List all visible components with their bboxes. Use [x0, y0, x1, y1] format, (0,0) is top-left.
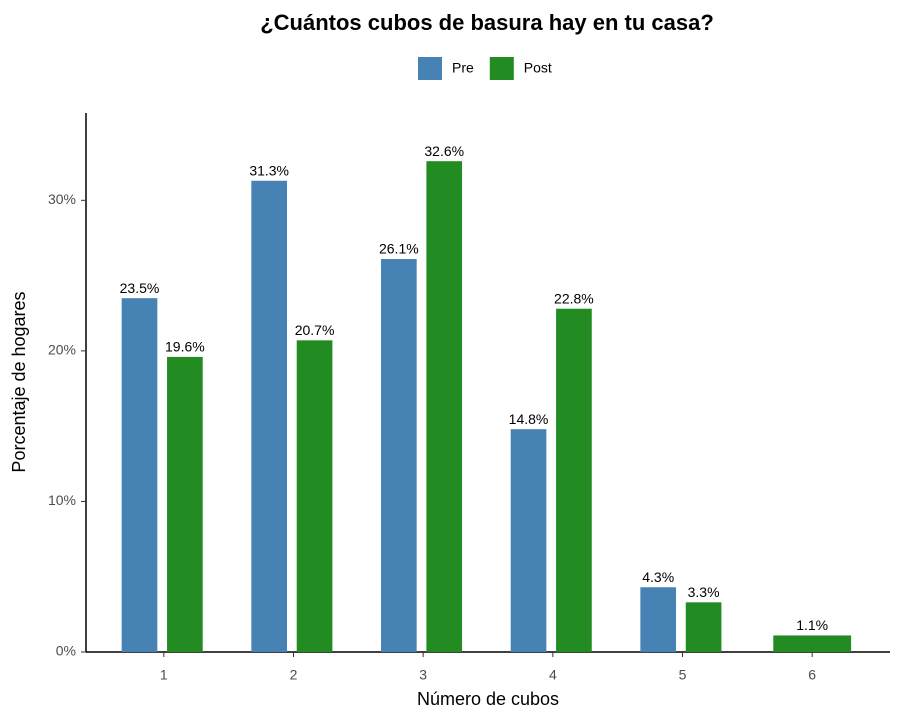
value-label: 23.5%	[120, 280, 160, 296]
x-tick-label: 4	[549, 667, 557, 683]
legend-swatch	[418, 57, 442, 80]
bar	[510, 429, 547, 652]
value-label: 19.6%	[165, 339, 205, 355]
y-tick-label: 20%	[48, 342, 76, 358]
value-label: 3.3%	[688, 584, 720, 600]
y-tick-label: 10%	[48, 492, 76, 508]
x-tick-label: 1	[160, 667, 168, 683]
bar	[167, 356, 203, 652]
bar	[773, 635, 852, 652]
value-label: 14.8%	[509, 411, 549, 427]
bar	[685, 602, 722, 652]
value-label: 20.7%	[295, 322, 335, 338]
chart-title: ¿Cuántos cubos de basura hay en tu casa?	[260, 10, 714, 35]
value-label: 22.8%	[554, 290, 594, 306]
legend-swatch	[489, 57, 514, 80]
x-tick-label: 2	[290, 667, 298, 683]
value-label: 4.3%	[642, 569, 674, 585]
x-axis-title: Número de cubos	[417, 689, 559, 709]
y-tick-label: 30%	[48, 191, 76, 207]
value-label: 31.3%	[249, 162, 289, 178]
y-tick-label: 0%	[56, 643, 76, 659]
bar	[556, 308, 592, 652]
y-axis-title: Porcentaje de hogares	[9, 291, 29, 472]
legend-label: Post	[524, 60, 552, 76]
bar	[381, 259, 417, 652]
value-label: 1.1%	[796, 617, 828, 633]
bar	[121, 298, 158, 652]
x-tick-label: 5	[679, 667, 687, 683]
x-tick-label: 3	[419, 667, 427, 683]
value-label: 26.1%	[379, 241, 419, 257]
bar	[296, 340, 333, 652]
bar	[251, 180, 287, 652]
x-tick-label: 6	[808, 667, 816, 683]
value-label: 32.6%	[424, 143, 464, 159]
bar	[426, 161, 463, 652]
legend-label: Pre	[452, 60, 474, 76]
bar	[640, 587, 677, 652]
